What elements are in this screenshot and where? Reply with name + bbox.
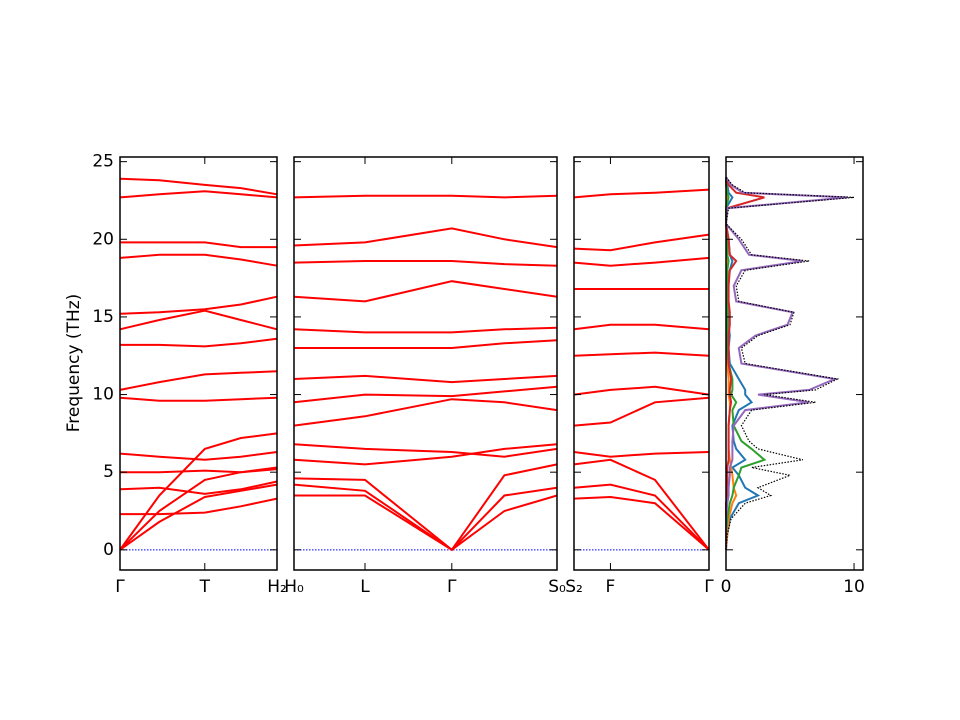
band-line <box>573 385 710 396</box>
x-tick-label: 10 <box>843 577 865 597</box>
band-line <box>293 443 558 466</box>
x-tick-label: F <box>606 577 616 597</box>
band-line <box>573 451 710 458</box>
band-line <box>293 385 558 404</box>
dos-line <box>725 176 855 550</box>
x-tick-label: S₀ <box>548 577 566 597</box>
band-line <box>573 233 710 252</box>
y-tick-label: 15 <box>92 307 114 327</box>
band-line <box>119 483 278 551</box>
band-line <box>120 241 277 249</box>
band-line <box>293 374 558 384</box>
panel-frame <box>725 156 864 571</box>
band-line <box>573 396 710 427</box>
band-line <box>573 188 710 199</box>
band-line <box>293 398 558 427</box>
panel-frame <box>293 156 558 571</box>
band-line <box>293 280 558 303</box>
band-line <box>119 480 278 495</box>
band-line <box>573 495 710 551</box>
band-line <box>119 177 278 196</box>
band-line <box>573 351 710 357</box>
band-line <box>120 466 278 474</box>
band-line <box>293 443 558 458</box>
y-tick-label: 0 <box>103 540 114 560</box>
band-line <box>573 323 710 331</box>
band-line <box>119 451 278 461</box>
band-line <box>293 326 558 334</box>
x-tick-label: L <box>360 577 370 597</box>
band-line <box>293 260 558 267</box>
y-tick-label: 5 <box>103 462 114 482</box>
x-tick-label: S₂ <box>565 577 583 597</box>
band-line <box>294 339 558 349</box>
x-tick-label: Γ <box>704 577 714 597</box>
band-line <box>119 370 278 391</box>
x-tick-label: T <box>199 577 211 597</box>
band-line <box>119 253 278 267</box>
band-line <box>119 309 278 331</box>
dos-line <box>724 176 765 550</box>
x-tick-label: Γ <box>115 577 125 597</box>
band-line <box>120 337 278 348</box>
band-line <box>119 295 278 315</box>
band-line <box>293 463 558 552</box>
x-tick-label: H₂ <box>267 577 287 597</box>
panel-frame <box>573 156 710 571</box>
panel-frame <box>119 156 278 571</box>
band-line <box>293 227 558 249</box>
band-line <box>573 256 710 267</box>
band-line <box>573 483 710 551</box>
y-tick-label: 25 <box>92 152 114 172</box>
band-line <box>120 497 278 516</box>
band-line <box>119 396 278 402</box>
y-tick-label: 10 <box>92 385 114 405</box>
x-tick-label: 0 <box>721 577 732 597</box>
band-line <box>293 194 558 199</box>
y-axis-label: Frequency (THz) <box>64 294 84 433</box>
x-tick-label: H₀ <box>284 577 304 597</box>
x-tick-label: Γ <box>447 577 457 597</box>
band-line <box>119 190 278 199</box>
band-line <box>573 458 710 551</box>
y-tick-label: 20 <box>92 229 114 249</box>
